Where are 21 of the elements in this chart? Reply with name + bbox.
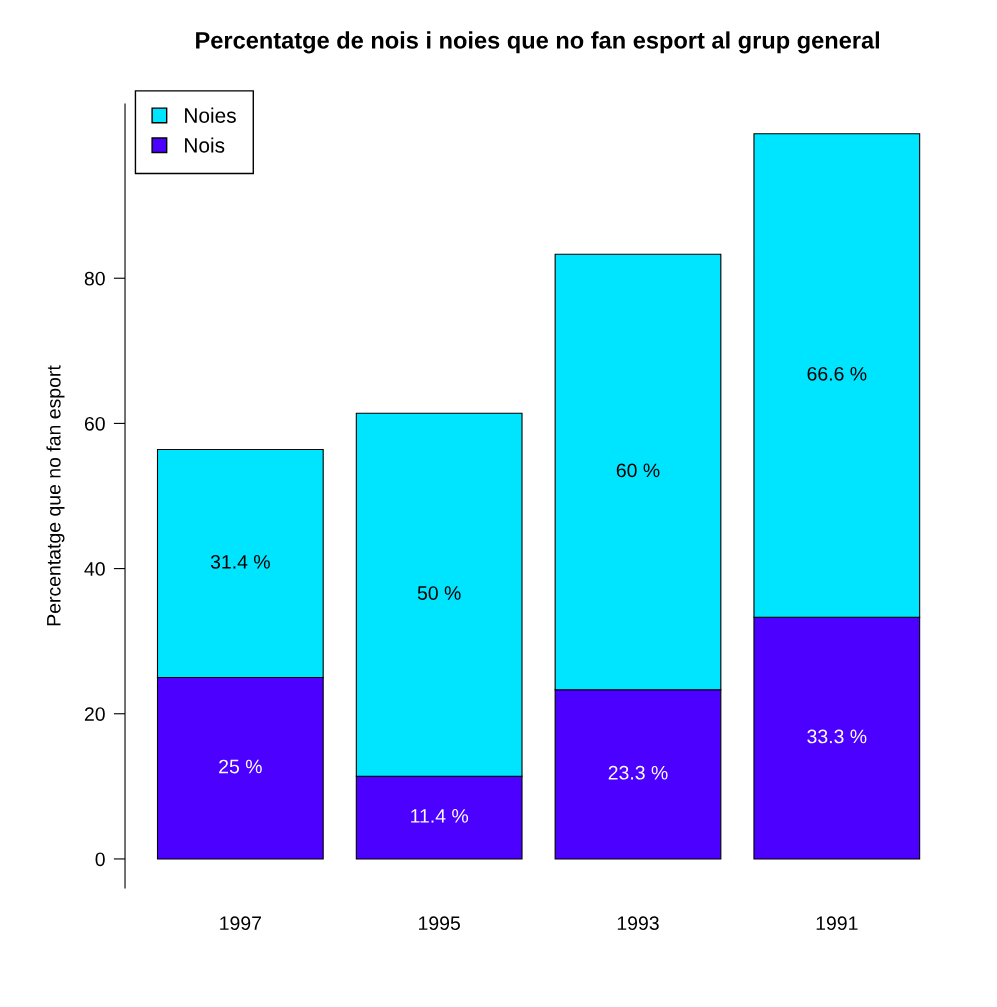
y-tick-label: 40 bbox=[84, 562, 105, 576]
y-tick-label: 0 bbox=[95, 852, 105, 867]
chart-title: Percentatge de nois i noies que no fan esport al grup general bbox=[196, 31, 880, 54]
y-tick-label: 60 bbox=[84, 416, 105, 431]
data-label: 23.3 % bbox=[608, 765, 668, 780]
legend-label: Noies bbox=[185, 107, 236, 123]
x-tick-label: 1995 bbox=[419, 916, 460, 931]
data-label: 31.4 % bbox=[210, 554, 270, 569]
x-tick-label: 1997 bbox=[220, 916, 261, 931]
data-label: 25 % bbox=[219, 759, 262, 774]
data-label: 60 % bbox=[616, 463, 660, 478]
y-axis-title: Percentatge que no fan esport bbox=[46, 365, 65, 626]
data-label: 11.4 % bbox=[411, 809, 469, 823]
data-label: 33.3 % bbox=[807, 729, 867, 744]
x-tick-label: 1993 bbox=[617, 916, 659, 931]
data-label: 66.6 % bbox=[807, 366, 867, 381]
y-tick-label: 20 bbox=[84, 707, 105, 721]
data-label: 50 % bbox=[417, 586, 461, 600]
y-tick-label: 80 bbox=[84, 271, 105, 286]
legend-label: Nois bbox=[185, 137, 225, 153]
x-tick-label: 1991 bbox=[816, 916, 858, 931]
